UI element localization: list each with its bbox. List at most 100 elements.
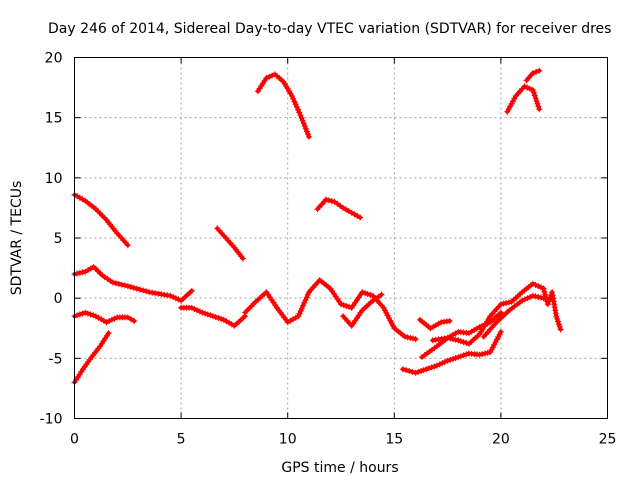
data-point-marker [297,112,304,119]
data-point-marker [130,284,137,291]
data-point-marker [406,368,413,374]
data-point-marker [444,357,451,364]
data-point-marker [295,313,302,320]
data-point-marker [554,315,561,322]
data-point-marker [452,355,459,361]
data-point-marker [444,334,451,341]
data-point-marker [449,355,456,362]
data-point-marker [521,296,528,303]
data-point-marker [367,291,374,298]
chart-title: Day 246 of 2014, Sidereal Day-to-day VTE… [48,21,611,37]
data-point-marker [362,290,368,297]
series-arc-18 [540,285,564,333]
data-point-marker [535,283,542,290]
data-point-marker [476,351,483,358]
data-point-marker [540,285,547,292]
data-point-marker [357,214,364,221]
data-point-marker [532,293,539,300]
data-point-marker [266,73,273,80]
series-arc-15 [480,292,547,340]
data-point-marker [338,301,344,308]
data-point-marker [399,366,406,373]
data-point-marker [463,340,470,346]
data-point-marker [202,310,209,317]
data-point-marker [433,362,440,369]
data-point-marker [210,313,217,320]
data-point-marker [79,269,86,276]
data-point-marker [557,326,564,333]
x-axis-label: GPS time / hours [281,460,398,476]
data-point-marker [536,106,543,113]
data-point-marker [463,351,470,358]
data-point-marker [409,368,416,375]
data-point-marker [439,360,446,367]
y-tick-label: 10 [45,171,63,187]
data-point-marker [295,106,302,113]
y-tick-label: -10 [40,412,63,428]
data-point-marker [204,311,211,318]
data-point-marker [527,85,533,92]
data-point-marker [296,310,303,317]
data-point-marker [300,302,307,309]
data-point-marker [497,301,504,308]
data-point-marker [82,309,89,316]
data-point-marker [551,304,558,311]
data-point-marker [103,319,110,326]
data-point-marker [505,299,512,306]
data-point-marker [508,100,515,107]
data-point-marker [431,363,438,370]
data-point-marker [457,338,464,345]
data-point-marker [524,84,531,91]
data-point-marker [415,368,422,375]
data-point-marker [112,280,119,287]
data-point-marker [90,312,97,319]
data-point-marker [521,83,528,90]
data-point-marker [535,103,542,110]
data-point-marker [137,286,143,293]
y-axis-label: SDTVAR / TECUs [9,181,25,296]
data-point-marker [410,335,416,342]
series-arc-3 [71,309,138,326]
data-point-marker [407,334,414,341]
data-point-marker [239,255,246,262]
x-tick-label: 15 [385,432,403,448]
data-point-marker [529,280,536,287]
data-point-marker [404,334,411,341]
data-point-marker [497,328,504,335]
data-point-marker [297,307,304,314]
data-point-marker [289,93,295,99]
data-point-marker [105,330,112,337]
y-tick-label: 0 [54,291,63,307]
data-point-marker [533,68,540,75]
data-point-marker [378,291,385,298]
data-point-marker [519,297,526,304]
data-point-marker [215,315,222,321]
data-point-marker [207,312,214,319]
series-arc-1 [71,191,131,249]
data-point-marker [544,301,551,308]
data-point-marker [402,333,408,340]
data-point-marker [531,92,538,99]
data-point-marker [364,291,371,297]
series-arc-7 [254,71,312,140]
data-point-marker [196,308,203,315]
data-point-marker [503,300,510,306]
data-point-marker [533,98,540,104]
data-point-marker [340,302,347,309]
data-point-marker [323,196,330,203]
data-point-marker [455,337,462,344]
data-point-marker [76,311,83,318]
data-point-marker [302,297,309,304]
data-point-marker [532,281,539,288]
data-point-marker [510,98,516,105]
series-track [72,264,194,303]
data-point-marker [536,67,543,74]
data-point-marker [303,294,310,301]
data-point-marker [269,72,276,79]
data-point-marker [346,303,352,310]
data-point-marker [527,294,534,300]
data-point-marker [447,356,454,363]
data-point-marker [305,131,311,138]
data-point-marker [218,315,225,322]
data-point-marker [495,334,502,340]
